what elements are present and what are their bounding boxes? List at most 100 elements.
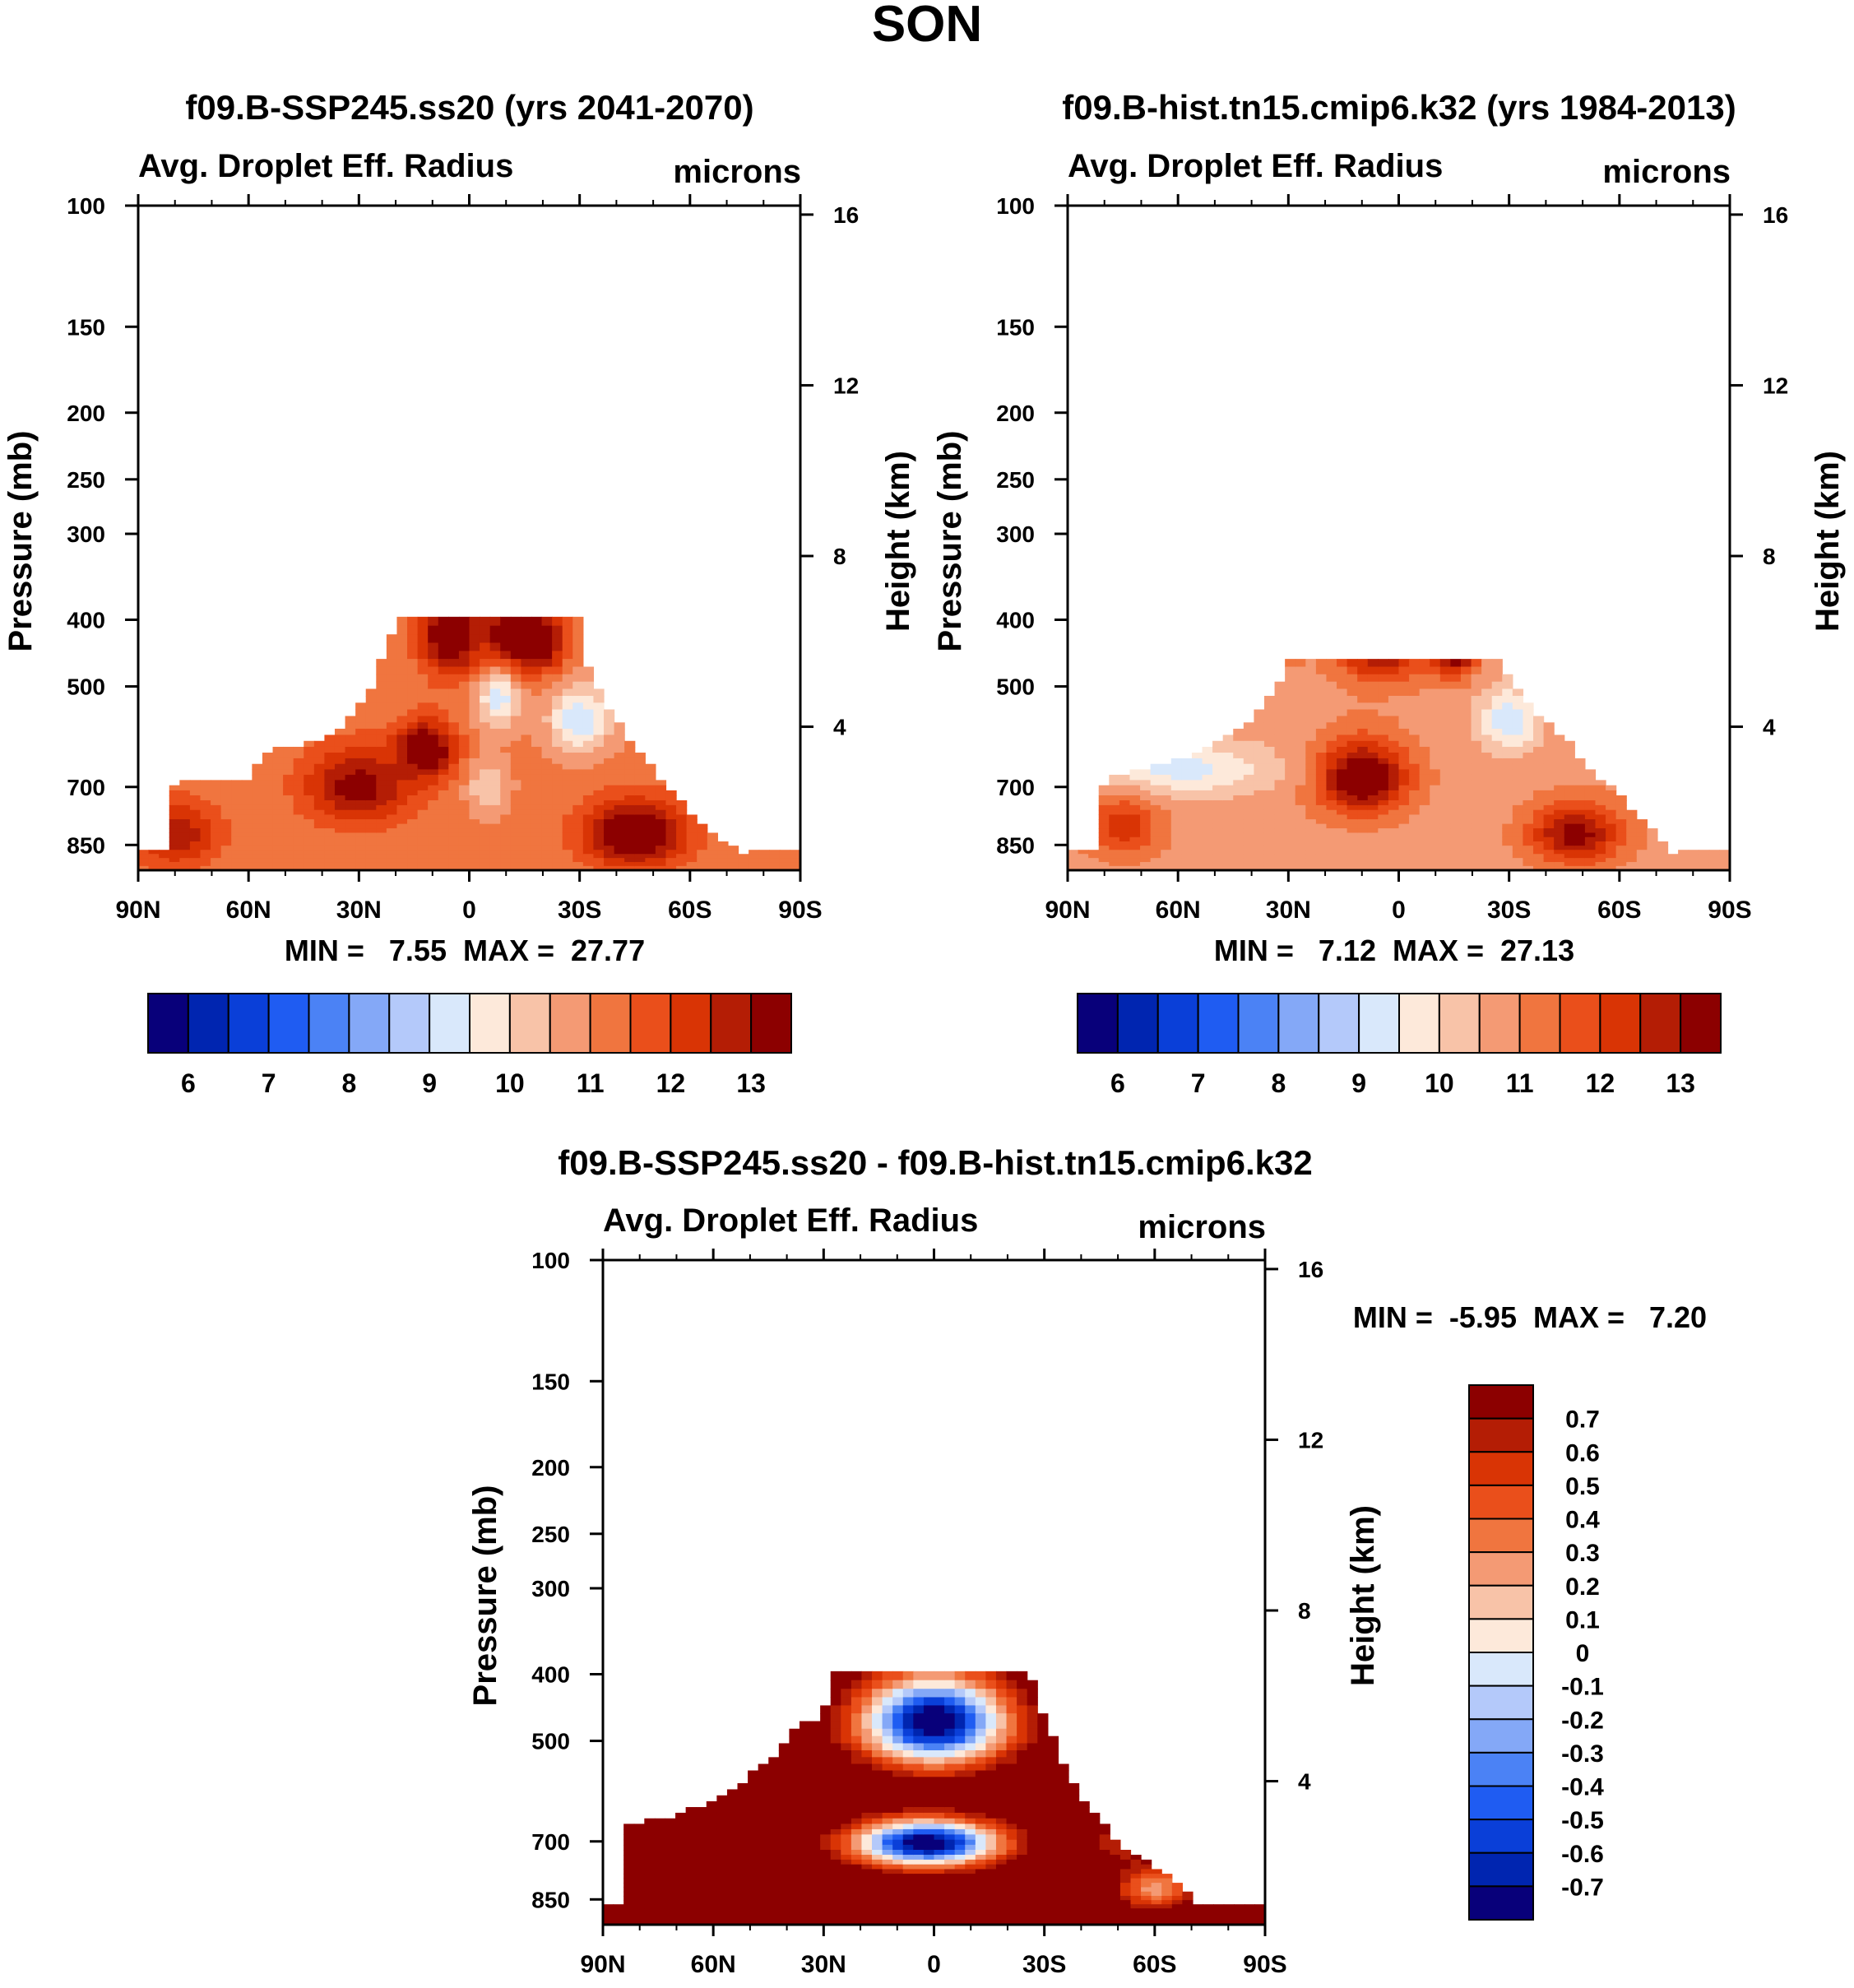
field-cell [252,846,263,850]
field-cell [1378,681,1389,690]
y-tick-label-right: 12 [833,373,859,398]
field-cell [789,1878,800,1884]
field-cell [799,1800,811,1808]
field-cell [1161,836,1172,842]
field-cell [220,841,232,846]
field-cell [726,1904,739,1909]
field-cell [293,862,304,867]
field-cell [572,651,584,660]
field-cell [706,1878,717,1884]
field-cell [789,1735,800,1745]
field-cell [376,790,387,796]
field-cell [396,681,408,690]
field-cell [1337,814,1348,820]
field-cell [1554,800,1565,806]
field-cells [1068,659,1731,871]
field-cell [623,1900,635,1905]
field-cell [1337,753,1348,759]
field-cell [469,819,480,825]
field-cell [654,1839,666,1846]
field-cell [851,1777,863,1784]
field-cell [985,1839,997,1846]
field-cell [1409,696,1421,703]
field-cell [552,832,563,838]
field-cell [1315,854,1328,859]
field-cell [1584,774,1597,781]
field-cell [293,828,304,834]
field-cell [1150,862,1161,867]
field-cell [355,850,367,855]
field-cell [861,1671,873,1681]
field-cell [944,1782,956,1791]
field-cell [624,862,636,867]
field-cell [1357,846,1369,850]
field-cell [345,858,356,863]
field-cell [220,846,232,850]
field-cell [438,841,449,846]
field-cell [799,1908,811,1913]
field-cell [438,651,449,660]
field-cell [386,666,398,675]
field-cell [1615,854,1627,859]
field-cell [500,841,512,846]
field-cell [1471,769,1482,776]
field-cell [1295,734,1306,742]
field-cell [809,1728,821,1737]
field-cell [778,1908,790,1913]
field-cell [1574,832,1586,838]
field-cell [1543,769,1555,776]
field-cell [789,1859,800,1865]
field-cell [355,716,367,723]
field-cell [1222,740,1234,748]
field-cell [809,1904,821,1909]
field-cell [676,858,688,863]
field-cell [1212,814,1224,820]
field-cell [1491,858,1503,863]
field-cell [1471,753,1482,759]
field-cell [489,828,501,834]
field-cell [1419,819,1430,825]
field-cell [562,666,573,675]
field-cell [1119,819,1131,825]
field-cell [365,846,377,850]
field-cell [1512,832,1524,838]
field-cell [1140,862,1152,867]
field-cell [1419,823,1430,829]
field-cell [614,734,625,742]
field-cell [480,716,491,723]
field-cell [965,1834,976,1841]
field-cell [241,832,253,838]
field-cell [510,702,521,711]
field-cell [1626,819,1638,825]
field-cell [1315,836,1328,842]
field-cell [1699,865,1710,871]
field-cell [634,865,646,871]
field-cell [293,865,304,871]
subtitle-left: Avg. Droplet Eff. Radius [1068,148,1443,184]
field-cell [1315,862,1328,867]
field-cell [541,740,553,748]
field-cell [1357,709,1369,717]
field-cell [1367,659,1379,668]
field-cell [748,1782,759,1791]
field-cell [304,769,315,776]
field-cell [748,1883,759,1888]
field-cell [768,1807,780,1814]
field-cell [1337,862,1348,867]
field-cell [1502,823,1513,829]
field-cell [1450,659,1462,668]
field-cell [304,846,315,850]
field-cell [1326,865,1337,871]
field-cell [1181,850,1193,855]
field-cell [975,1834,986,1841]
field-cell [892,1834,904,1841]
field-cell [1491,722,1503,730]
field-cell [438,854,449,859]
field-cell [604,728,615,736]
field-cell [1574,823,1586,829]
field-cell [469,722,480,730]
field-cell [965,1689,976,1698]
field-cell [531,634,543,644]
field-cell [769,858,781,863]
field-cell [179,854,191,859]
